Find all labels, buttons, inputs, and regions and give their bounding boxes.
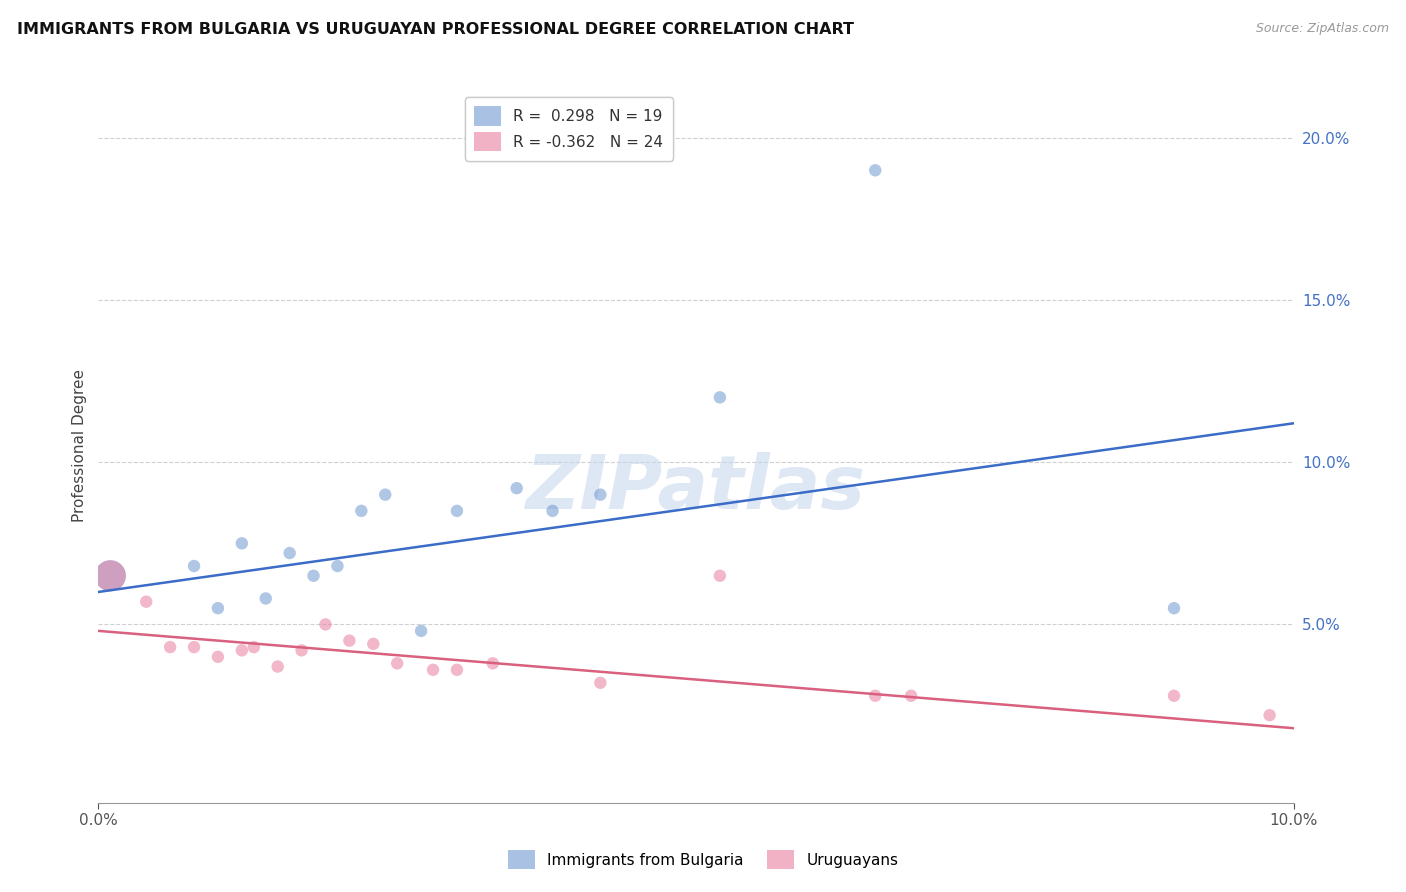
Y-axis label: Professional Degree: Professional Degree (72, 369, 87, 523)
Point (709, 390, 731, 404)
Point (709, 568, 731, 582)
Point (135, 595, 157, 609)
Point (589, 675, 612, 690)
Text: IMMIGRANTS FROM BULGARIA VS URUGUAYAN PROFESSIONAL DEGREE CORRELATION CHART: IMMIGRANTS FROM BULGARIA VS URUGUAYAN PR… (17, 22, 853, 37)
Point (411, 624, 433, 638)
Point (589, 488, 612, 502)
Point (100, 568, 122, 582)
Point (231, 536, 253, 550)
Point (207, 601, 229, 615)
Point (339, 633, 360, 648)
Point (900, 689, 922, 703)
Point (541, 504, 564, 518)
Point (315, 617, 337, 632)
Point (278, 546, 301, 560)
Point (422, 663, 444, 677)
Point (506, 481, 529, 495)
Point (1163, 601, 1185, 615)
Text: Source: ZipAtlas.com: Source: ZipAtlas.com (1256, 22, 1389, 36)
Point (254, 591, 277, 606)
Text: ZIPatlas: ZIPatlas (526, 452, 866, 525)
Point (302, 568, 325, 582)
Point (231, 643, 253, 657)
Point (865, 689, 887, 703)
Point (100, 568, 122, 582)
Point (865, 163, 887, 178)
Point (207, 649, 229, 664)
Legend: Immigrants from Bulgaria, Uruguayans: Immigrants from Bulgaria, Uruguayans (502, 844, 904, 875)
Point (183, 640, 205, 654)
Point (481, 657, 505, 671)
Point (291, 643, 314, 657)
Legend: R =  0.298   N = 19, R = -0.362   N = 24: R = 0.298 N = 19, R = -0.362 N = 24 (464, 97, 672, 161)
Point (1163, 689, 1185, 703)
Point (385, 657, 409, 671)
Point (267, 659, 290, 673)
Point (1258, 708, 1281, 723)
Point (446, 504, 468, 518)
Point (243, 640, 266, 654)
Point (446, 663, 468, 677)
Point (159, 640, 181, 654)
Point (183, 559, 205, 574)
Point (326, 559, 349, 574)
Point (350, 504, 373, 518)
Point (363, 637, 385, 651)
Point (374, 488, 396, 502)
